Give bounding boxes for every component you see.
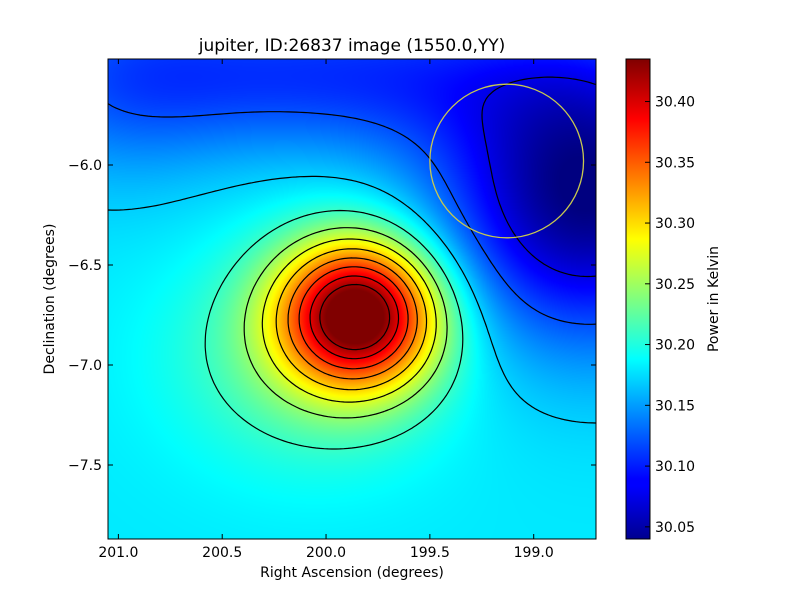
x-tick-label: 199.0 bbox=[514, 545, 554, 561]
y-axis-label: Declination (degrees) bbox=[42, 224, 58, 375]
colorbar-tick-label: 30.20 bbox=[655, 338, 695, 354]
contour-lines bbox=[108, 76, 596, 450]
heatmap-image bbox=[108, 59, 596, 539]
y-tick-label: −6.0 bbox=[68, 158, 102, 174]
y-tick-label: −6.5 bbox=[68, 258, 102, 274]
colorbar-tick-label: 30.05 bbox=[655, 520, 695, 536]
colorbar-tick-label: 30.10 bbox=[655, 459, 695, 475]
x-tick-label: 199.5 bbox=[410, 545, 450, 561]
colorbar-tick-label: 30.35 bbox=[655, 155, 695, 171]
contour-line-1 bbox=[108, 103, 596, 325]
y-axis-ticks: −6.0 −6.5 −7.0 −7.5 bbox=[68, 158, 596, 474]
colorbar-ticks: 30.05 30.10 30.15 30.20 30.25 30.30 30.35 30.40 bbox=[645, 95, 695, 536]
contour-line-5 bbox=[261, 238, 437, 403]
contour-line-8 bbox=[298, 266, 409, 370]
x-tick-label: 201.0 bbox=[98, 545, 138, 561]
colorbar-tick-label: 30.25 bbox=[655, 277, 695, 293]
contour-line-6 bbox=[275, 248, 428, 391]
colorbar-gradient bbox=[625, 58, 651, 540]
colorbar-tick-label: 30.40 bbox=[655, 95, 695, 111]
contour-line-4 bbox=[243, 227, 448, 419]
y-tick-label: −7.5 bbox=[68, 458, 102, 474]
chart-title: jupiter, ID:26837 image (1550.0,YY) bbox=[198, 36, 506, 56]
colorbar-tick-label: 30.15 bbox=[655, 398, 695, 414]
beam-circle bbox=[429, 83, 585, 239]
plot-area bbox=[107, 58, 597, 540]
x-axis-ticks: 201.0 200.5 200.0 199.5 199.0 bbox=[98, 59, 554, 561]
contour-line-3 bbox=[204, 209, 464, 450]
plot-frame bbox=[107, 58, 597, 540]
colorbar-label: Power in Kelvin bbox=[706, 246, 722, 352]
contour-line-7 bbox=[287, 257, 418, 380]
contour-line-9 bbox=[309, 275, 400, 360]
colorbar-tick-label: 30.30 bbox=[655, 216, 695, 232]
x-axis-label: Right Ascension (degrees) bbox=[260, 565, 444, 581]
y-tick-label: −7.0 bbox=[68, 358, 102, 374]
x-tick-label: 200.5 bbox=[202, 545, 242, 561]
contour-line-2 bbox=[108, 175, 596, 424]
colorbar: 30.05 30.10 30.15 30.20 30.25 30.30 30.35 30.40… bbox=[625, 58, 722, 540]
x-tick-label: 200.0 bbox=[306, 545, 346, 561]
contour-line-10 bbox=[319, 283, 391, 351]
